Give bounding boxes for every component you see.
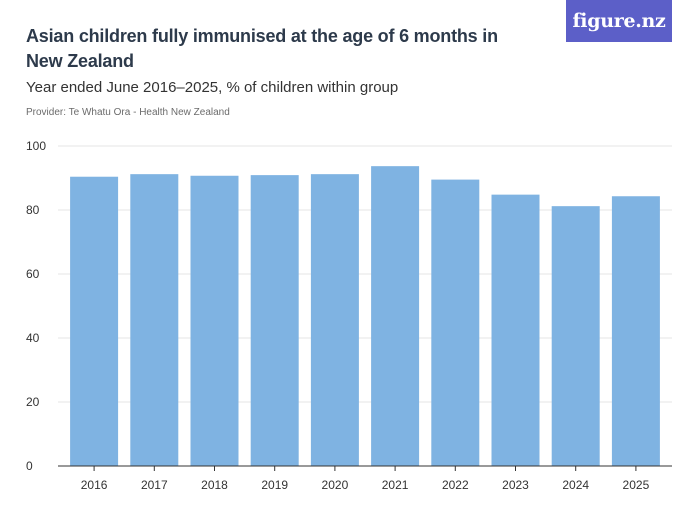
bar [250,175,299,466]
y-tick-label: 100 [26,139,46,153]
logo-text: figure.nz [572,10,666,32]
bar [431,179,480,466]
x-tick-label: 2022 [442,478,469,492]
x-tick-label: 2016 [81,478,108,492]
y-tick-label: 20 [26,395,40,409]
y-tick-label: 60 [26,267,40,281]
bar [190,175,239,466]
figure-nz-logo[interactable]: figure.nz [566,0,672,42]
bar [491,194,540,466]
bar [70,176,119,466]
bar [611,196,660,467]
x-tick-label: 2023 [502,478,529,492]
chart-subtitle: Year ended June 2016–2025, % of children… [26,79,399,96]
x-tick-label: 2025 [623,478,650,492]
y-tick-label: 80 [26,203,40,217]
x-tick-label: 2021 [382,478,409,492]
bar [371,166,420,466]
bar [551,206,600,466]
bar [130,174,179,466]
bar [310,174,359,466]
y-tick-label: 0 [26,459,33,473]
data-provider: Provider: Te Whatu Ora - Health New Zeal… [26,107,230,118]
x-tick-label: 2017 [141,478,168,492]
chart-title: Asian children fully immunised at the ag… [26,26,498,71]
x-tick-label: 2019 [261,478,288,492]
x-tick-label: 2024 [562,478,589,492]
x-tick-label: 2020 [322,478,349,492]
x-tick-label: 2018 [201,478,228,492]
y-tick-label: 40 [26,331,40,345]
